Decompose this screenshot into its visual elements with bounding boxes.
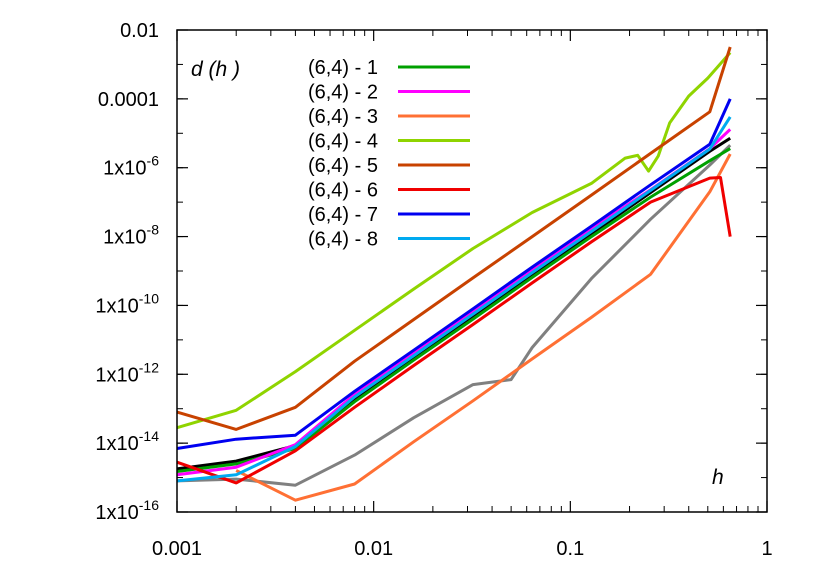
legend-label: (6,4) - 1: [308, 57, 378, 79]
y-tick-label: 1x10-12: [95, 359, 159, 386]
y-tick-label: 1x10-16: [95, 497, 159, 524]
series-line-6-4-5: [176, 46, 732, 431]
y-tick-label: 1x10-14: [95, 428, 159, 455]
y-axis: 1x10-16 1x10-14 1x10-12 1x10-10 1x10-8 1x10-6…: [95, 20, 767, 524]
y-tick-label: 0.01: [120, 20, 159, 42]
legend-label: (6,4) - 8: [308, 229, 378, 251]
x-axis-label: h: [712, 466, 724, 489]
legend-label: (6,4) - 4: [308, 131, 378, 153]
x-tick-label: 0.1: [556, 538, 584, 560]
y-tick-label: 1x10-10: [95, 290, 159, 317]
x-tick-label: 0.001: [152, 538, 202, 560]
series-line-6-4-6: [176, 176, 732, 485]
legend-label: (6,4) - 5: [308, 155, 378, 177]
legend-label: (6,4) - 7: [308, 204, 378, 226]
series-line-6-4-2: [176, 128, 732, 477]
x-tick-label: 1: [761, 538, 772, 560]
series-line-6-4-7: [176, 98, 732, 450]
y-tick-label: 1x10-8: [103, 222, 159, 249]
legend: (6,4) - 1(6,4) - 2(6,4) - 3(6,4) - 4(6,4…: [308, 57, 470, 251]
legend-label: (6,4) - 3: [308, 106, 378, 128]
legend-label: (6,4) - 2: [308, 82, 378, 104]
y-tick-label: 0.0001: [98, 89, 159, 111]
legend-label: (6,4) - 6: [308, 180, 378, 202]
x-tick-label: 0.01: [354, 538, 393, 560]
series-line-unlabeled-9: [176, 144, 732, 487]
series-line-6-4-4: [176, 51, 732, 430]
y-axis-label: d (h ): [191, 58, 240, 81]
plot-frame: [176, 29, 768, 513]
plot-lines: [176, 46, 732, 502]
x-axis: 0.001 0.01 0.1 1: [152, 30, 773, 560]
y-tick-label: 1x10-6: [103, 153, 159, 180]
series-line-6-4-3: [235, 153, 732, 502]
series-line-6-4-8: [176, 116, 732, 483]
series-line-6-4-1: [176, 147, 731, 473]
